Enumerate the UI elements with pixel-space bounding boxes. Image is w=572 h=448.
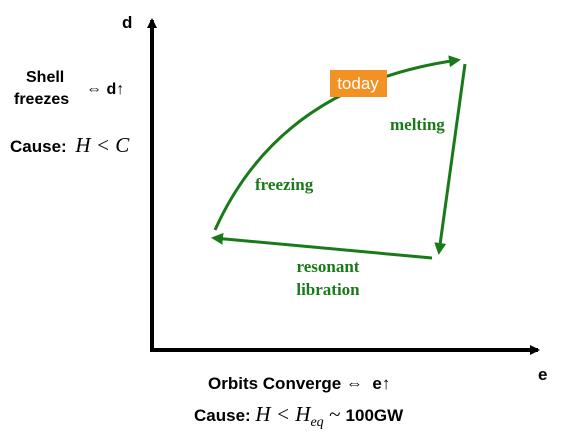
melting-arrow	[434, 63, 467, 255]
note-text: ⇔ d↑	[86, 81, 124, 98]
x-axis-label: e	[538, 365, 547, 384]
cause-text: Cause: H < Heq ~ 100GW	[194, 402, 404, 430]
libration-label: resonant	[297, 257, 360, 276]
today-label: today	[337, 74, 379, 93]
cause-math: H < H	[254, 402, 312, 426]
y-axis-label: d	[122, 13, 132, 32]
cause-math: H < C	[74, 133, 130, 157]
freezing-label: freezing	[255, 175, 314, 194]
cause-sub: eq	[310, 415, 323, 430]
approx: ~	[324, 402, 346, 426]
note-text: Shell	[26, 69, 64, 86]
note-text: freezes	[14, 91, 69, 108]
note-text: Orbits Converge ⇔ e↑	[208, 374, 390, 393]
melting-label: melting	[390, 115, 445, 134]
libration-label: libration	[296, 280, 360, 299]
today-box	[330, 70, 387, 97]
cause-text: Cause: H < C	[10, 133, 130, 157]
cause-label: Cause:	[194, 406, 251, 425]
freezing-arrow	[213, 55, 461, 231]
cause-label: Cause:	[10, 137, 67, 156]
power: 100GW	[346, 406, 405, 425]
libration-arrow	[211, 232, 433, 260]
